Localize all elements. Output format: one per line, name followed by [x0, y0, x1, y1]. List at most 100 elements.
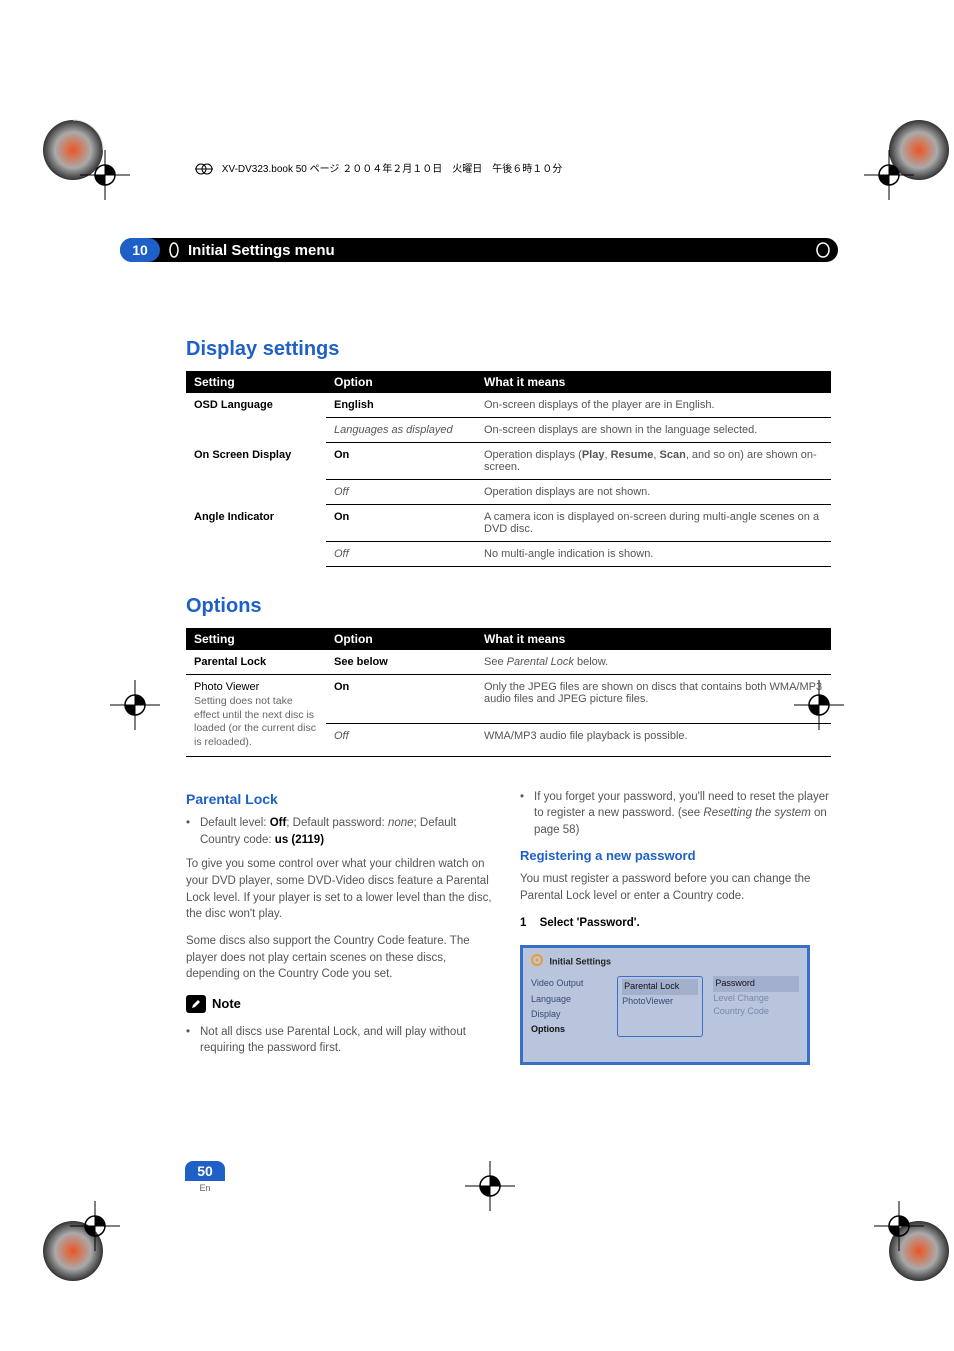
osd-level-change: Level Change — [713, 992, 799, 1005]
th-meaning: What it means — [476, 371, 831, 393]
osd-video-output: Video Output — [531, 976, 607, 991]
m-b2: Resume — [611, 449, 654, 461]
setting-on-screen-display: On Screen Display — [186, 443, 326, 505]
reg-mark-br — [874, 1201, 924, 1251]
meaning-photoviewer-off: WMA/MP3 audio file playback is possible. — [476, 723, 831, 756]
nb2-it: Resetting the system — [703, 807, 810, 819]
pl-pre: See — [484, 656, 507, 668]
setting-photo-viewer-cell: Photo Viewer Setting does not take effec… — [186, 675, 326, 757]
osd-options: Options — [531, 1022, 607, 1037]
note-label-row: Note — [186, 995, 241, 1014]
meaning-angle-off: No multi-angle indication is shown. — [476, 542, 831, 567]
bookinfo-line: XV-DV323.book 50 ページ ２００４年２月１０日 火曜日 午後６時… — [195, 160, 562, 176]
th-meaning2: What it means — [476, 628, 831, 650]
pl-it: Parental Lock — [507, 656, 574, 668]
reg-mark-bm — [465, 1161, 515, 1211]
left-column: Parental Lock • Default level: Off; Defa… — [186, 785, 496, 1066]
right-column: • If you forget your password, you'll ne… — [520, 785, 830, 1066]
osd-password: Password — [713, 976, 799, 991]
step-text: Select 'Password'. — [540, 917, 640, 929]
m-b3: Scan — [660, 449, 686, 461]
setting-osd-language: OSD Language — [186, 393, 326, 443]
osd-figure: Initial Settings Video Output Language D… — [520, 945, 810, 1065]
m-prefix: Operation displays ( — [484, 449, 582, 461]
chapter-title: Initial Settings menu — [182, 242, 808, 259]
option-photoviewer-off: Off — [326, 723, 476, 756]
parental-lock-para1: To give you some control over what your … — [186, 856, 496, 923]
osd-right-col: Password Level Change Country Code — [713, 976, 799, 1036]
th-option: Option — [326, 371, 476, 393]
th-setting: Setting — [186, 371, 326, 393]
pl-d1: Default level: — [200, 817, 270, 829]
setting-parental-lock: Parental Lock — [186, 650, 326, 675]
page-number-value: 50 — [185, 1161, 225, 1181]
chapter-endcap-icon — [808, 238, 838, 262]
osd-country-code: Country Code — [713, 1005, 799, 1018]
note-box: Note • Not all discs use Parental Lock, … — [186, 995, 496, 1057]
option-english: English — [326, 393, 476, 418]
note-bullet2: If you forget your password, you'll need… — [534, 789, 830, 839]
meaning-see-below: See Parental Lock below. — [476, 650, 831, 675]
setting-angle-indicator: Angle Indicator — [186, 505, 326, 567]
step-1: 1 Select 'Password'. — [520, 915, 830, 932]
osd-mid-col: Parental Lock PhotoViewer — [617, 976, 703, 1036]
osd-title: Initial Settings — [550, 957, 612, 967]
note-bullet1: Not all discs use Parental Lock, and wil… — [200, 1024, 496, 1057]
chapter-bar: 10 Initial Settings menu — [120, 238, 838, 262]
option-angle-off: Off — [326, 542, 476, 567]
osd-display: Display — [531, 1007, 607, 1022]
disc-icon — [531, 958, 546, 968]
reg-mark-bl — [70, 1201, 120, 1251]
pl-suf: below. — [574, 656, 608, 668]
option-languages-as-displayed: Languages as displayed — [326, 418, 476, 443]
bullet-dot-icon: • — [186, 815, 200, 848]
display-settings-heading: Display settings — [186, 338, 831, 361]
meaning-osd-on: Operation displays (Play, Resume, Scan, … — [476, 443, 831, 480]
meaning-languages-as-displayed: On-screen displays are shown in the lang… — [476, 418, 831, 443]
register-pw-para: You must register a password before you … — [520, 871, 830, 904]
pl-us: us (2119) — [275, 834, 324, 846]
note-label: Note — [212, 995, 241, 1014]
step-num: 1 — [520, 917, 526, 929]
main-content: Display settings Setting Option What it … — [186, 338, 831, 1065]
page-number-lang: En — [185, 1181, 225, 1193]
reg-mark-tr — [864, 150, 914, 200]
th-setting2: Setting — [186, 628, 326, 650]
display-settings-table: Setting Option What it means OSD Languag… — [186, 371, 831, 567]
option-photoviewer-on: On — [326, 675, 476, 724]
options-heading: Options — [186, 595, 831, 618]
pl-d2: ; Default password: — [286, 817, 388, 829]
page-number: 50 En — [185, 1161, 225, 1193]
meaning-angle-on: A camera icon is displayed on-screen dur… — [476, 505, 831, 542]
option-see-below: See below — [326, 650, 476, 675]
parental-lock-heading: Parental Lock — [186, 789, 496, 809]
th-option2: Option — [326, 628, 476, 650]
option-osd-off: Off — [326, 480, 476, 505]
osd-left-col: Video Output Language Display Options — [531, 976, 607, 1036]
option-angle-on: On — [326, 505, 476, 542]
bullet-dot-icon: • — [520, 789, 534, 839]
parental-lock-para2: Some discs also support the Country Code… — [186, 933, 496, 983]
pencil-icon — [186, 995, 206, 1013]
meaning-photoviewer-on: Only the JPEG files are shown on discs t… — [476, 675, 831, 724]
setting-photo-viewer-note: Setting does not take effect until the n… — [194, 695, 318, 750]
osd-parental-lock: Parental Lock — [622, 979, 698, 994]
osd-photoviewer: PhotoViewer — [622, 995, 698, 1008]
option-osd-on: On — [326, 443, 476, 480]
setting-photo-viewer: Photo Viewer — [194, 681, 318, 693]
options-table: Setting Option What it means Parental Lo… — [186, 628, 831, 757]
osd-title-row: Initial Settings — [531, 954, 799, 970]
reg-mark-ml — [110, 680, 160, 730]
meaning-osd-off: Operation displays are not shown. — [476, 480, 831, 505]
osd-language: Language — [531, 992, 607, 1007]
bullet-dot-icon: • — [186, 1024, 200, 1057]
bookinfo-text: XV-DV323.book 50 ページ ２００４年２月１０日 火曜日 午後６時… — [222, 164, 562, 175]
m-b1: Play — [582, 449, 605, 461]
body-columns: Parental Lock • Default level: Off; Defa… — [186, 785, 831, 1066]
parental-lock-defaults: Default level: Off; Default password: no… — [200, 815, 496, 848]
chapter-number: 10 — [120, 238, 160, 262]
pl-off: Off — [270, 817, 287, 829]
register-pw-heading: Registering a new password — [520, 847, 830, 866]
meaning-english: On-screen displays of the player are in … — [476, 393, 831, 418]
reg-mark-tl — [80, 150, 130, 200]
